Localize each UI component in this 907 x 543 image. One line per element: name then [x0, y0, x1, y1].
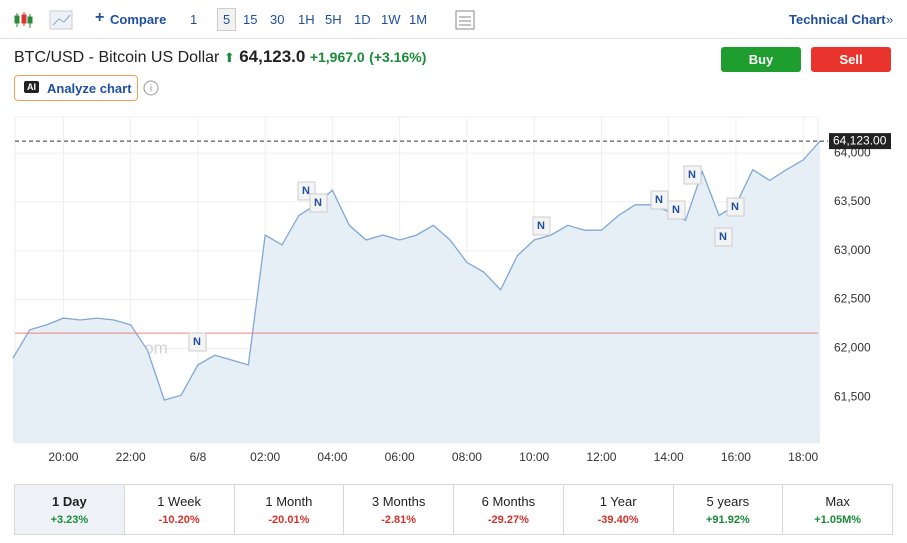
- period-label: Max: [825, 494, 850, 509]
- news-marker-label: N: [314, 197, 322, 209]
- period-tabs: 1 Day +3.23% 1 Week -10.20% 1 Month -20.01% 3 …: [14, 484, 893, 535]
- chart-type-icons[interactable]: [14, 10, 84, 30]
- x-tick-label: 12:00: [586, 450, 616, 464]
- interval-button[interactable]: 5H: [325, 12, 342, 27]
- period-tab[interactable]: 1 Week -10.20%: [125, 485, 235, 534]
- x-tick-label: 14:00: [654, 450, 684, 464]
- period-label: 1 Day: [52, 494, 87, 509]
- symbol: BTC/USD - Bitcoin US Dollar: [14, 49, 220, 66]
- table-icon[interactable]: [455, 10, 475, 30]
- interval-button[interactable]: 1H: [298, 12, 315, 27]
- interval-button[interactable]: 5: [217, 8, 237, 31]
- line: [12, 140, 821, 401]
- chart: 61,50062,00062,50063,00063,50064,00020:0…: [12, 116, 891, 464]
- interval-button[interactable]: 30: [270, 12, 285, 27]
- period-change: +3.23%: [50, 514, 89, 526]
- x-tick-label: 04:00: [317, 450, 347, 464]
- news-marker[interactable]: [667, 200, 686, 220]
- news-marker-label: N: [302, 185, 310, 197]
- x-tick-label: 16:00: [721, 450, 751, 464]
- news-marker[interactable]: [650, 190, 669, 210]
- last-price-box: [829, 133, 891, 150]
- period-label: 1 Week: [157, 494, 202, 509]
- period-change: +1.05M%: [814, 514, 862, 526]
- compare-button[interactable]: Compare: [110, 12, 167, 27]
- y-tick-label: 62,000: [834, 340, 871, 354]
- period-label: 1 Month: [265, 494, 313, 509]
- interval-button[interactable]: 1M: [409, 12, 428, 27]
- svg-text:i: i: [150, 84, 152, 95]
- ai-badge: AI: [24, 81, 39, 93]
- x-tick-label: 10:00: [519, 450, 549, 464]
- news-marker-label: N: [719, 231, 727, 243]
- change-pct: (+3.16%): [369, 49, 427, 65]
- period-tab[interactable]: 1 Year -39.40%: [564, 485, 674, 534]
- news-marker-label: N: [537, 220, 545, 232]
- x-tick-label: 02:00: [250, 450, 280, 464]
- period-tab[interactable]: 6 Months -29.27%: [454, 485, 564, 534]
- period-label: 3 Months: [371, 494, 426, 509]
- last-price-label: 64,123.00: [833, 133, 887, 147]
- area: [13, 141, 820, 443]
- sell-button[interactable]: Sell: [811, 47, 891, 72]
- x-tick-label: 08:00: [452, 450, 482, 464]
- news-marker[interactable]: [683, 165, 702, 185]
- period-change: -20.01%: [268, 514, 310, 526]
- period-tab[interactable]: 1 Month -20.01%: [235, 485, 345, 534]
- y-tick-label: 63,500: [834, 194, 871, 208]
- news-marker-label: N: [672, 204, 680, 216]
- news-marker-label: N: [731, 201, 739, 213]
- x-tick-label: 6/8: [190, 450, 207, 464]
- x-tick-label: 06:00: [385, 450, 415, 464]
- period-tab[interactable]: 1 Day +3.23%: [15, 485, 125, 534]
- news-marker[interactable]: [714, 227, 733, 247]
- interval-button[interactable]: 1: [190, 12, 198, 27]
- period-change: +91.92%: [706, 514, 750, 526]
- buy-button[interactable]: Buy: [721, 47, 801, 72]
- period-tab[interactable]: 3 Months -2.81%: [344, 485, 454, 534]
- price: 64,123.0: [239, 47, 306, 66]
- interval-button[interactable]: 15: [243, 12, 258, 27]
- plus-icon: +: [95, 9, 105, 26]
- period-label: 5 years: [706, 494, 750, 509]
- x-tick-label: 18:00: [788, 450, 818, 464]
- toolbar: + Compare 1 5 15 30 1H 5H 1D 1W 1M Technical Cha…: [0, 0, 907, 39]
- chevron: »: [886, 12, 894, 27]
- period-tab[interactable]: 5 years +91.92%: [674, 485, 784, 534]
- x-tick-label: 22:00: [116, 450, 146, 464]
- x-tick-label: 20:00: [48, 450, 78, 464]
- interval-button[interactable]: 1D: [354, 12, 371, 27]
- period-label: 6 Months: [481, 494, 536, 509]
- y-tick-label: 63,000: [834, 243, 871, 257]
- news-marker-label: N: [688, 169, 696, 181]
- news-marker-label: N: [193, 336, 201, 348]
- news-marker[interactable]: [188, 332, 207, 352]
- change: +1,967.0: [309, 49, 365, 65]
- period-label: 1 Year: [599, 494, 637, 509]
- news-marker[interactable]: [309, 193, 328, 213]
- info-icon[interactable]: i: [143, 80, 159, 96]
- period-change: -29.27%: [487, 514, 529, 526]
- period-change: -2.81%: [381, 514, 417, 526]
- y-tick-label: 61,500: [834, 389, 871, 403]
- analyze-button[interactable]: AI Analyze chart: [14, 75, 138, 101]
- period-change: -10.20%: [158, 514, 200, 526]
- analyze-label: Analyze chart: [47, 81, 132, 96]
- period-tab[interactable]: Max +1.05M%: [783, 485, 892, 534]
- news-marker[interactable]: [726, 197, 745, 217]
- news-marker-label: N: [655, 194, 663, 206]
- instrument-header: BTC/USD - Bitcoin US Dollar ⬆ 64,123.0 +…: [14, 47, 426, 67]
- period-change: -39.40%: [597, 514, 639, 526]
- news-marker[interactable]: [532, 216, 551, 236]
- y-tick-label: 62,500: [834, 292, 871, 306]
- interval-button[interactable]: 1W: [381, 12, 401, 27]
- technical-chart-link[interactable]: Technical Chart: [789, 12, 886, 27]
- up-arrow: ⬆: [223, 50, 235, 65]
